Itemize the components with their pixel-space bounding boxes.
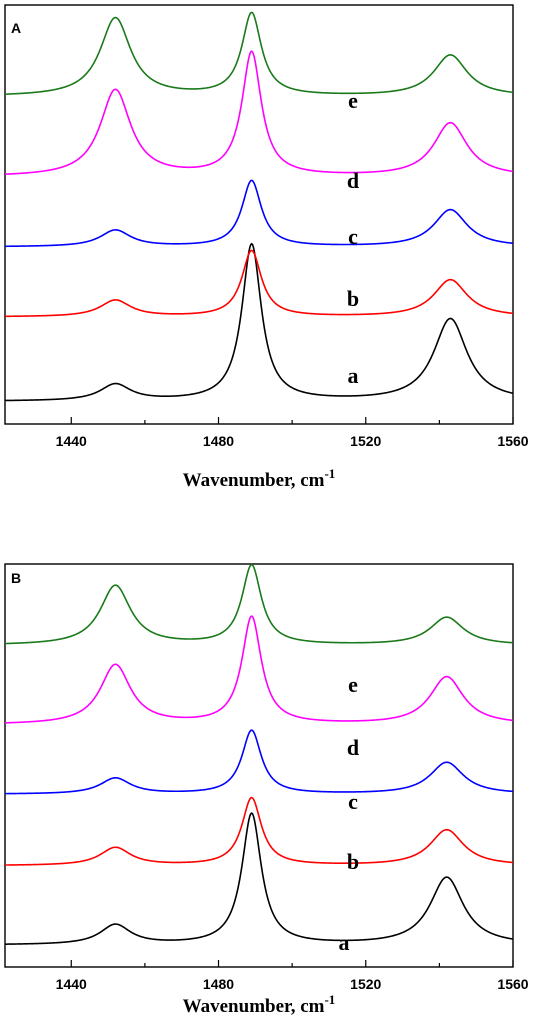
panel-a-x-axis: 1440 1480 1520 1560 bbox=[56, 417, 529, 449]
panel-b-plot-area: a b c d e bbox=[4, 563, 514, 955]
panel-a-series-label-a: a bbox=[348, 363, 359, 388]
panel-b-x-tick-label-1480: 1480 bbox=[203, 976, 234, 992]
panel-b-series-b bbox=[4, 796, 514, 866]
panel-a-series-c bbox=[4, 179, 514, 248]
panel-b-series-label-d: d bbox=[347, 735, 359, 760]
panel-a-series-d bbox=[4, 50, 514, 175]
panel-b-x-tick-label-1520: 1520 bbox=[350, 976, 381, 992]
panel-b-x-tick-label-1560: 1560 bbox=[497, 976, 528, 992]
panel-a-series-b bbox=[4, 249, 514, 318]
panel-a-series-label-e: e bbox=[348, 88, 358, 113]
panel-b-series-label-e: e bbox=[348, 672, 358, 697]
panel-b-series-c bbox=[5, 729, 514, 795]
panel-b-series-label-c: c bbox=[348, 789, 358, 814]
panel-b-x-axis: 1440 1480 1520 1560 bbox=[56, 960, 529, 992]
panel-a-letter: A bbox=[11, 20, 21, 36]
panel-a-x-axis-label: Wavenumber, cm-1 bbox=[183, 466, 336, 491]
panel-b-letter: B bbox=[11, 570, 21, 586]
panel-a-series-label-d: d bbox=[347, 168, 359, 193]
panel-a-series-e bbox=[4, 11, 514, 95]
panel-b-series-label-b: b bbox=[347, 849, 359, 874]
panel-b-series-d bbox=[4, 615, 514, 724]
panel-a-series-label-b: b bbox=[347, 286, 359, 311]
panel-a: A a b c d e 1440 1480 1520 1560 Wavenumber, cm-… bbox=[4, 4, 529, 491]
panel-a-series-label-c: c bbox=[348, 224, 358, 249]
panel-a-x-tick-label-1440: 1440 bbox=[56, 433, 87, 449]
panel-a-x-tick-label-1480: 1480 bbox=[203, 433, 234, 449]
panel-b-frame bbox=[4, 563, 514, 968]
panel-a-plot-area: a b c d e bbox=[4, 11, 514, 402]
panel-b-series-label-a: a bbox=[339, 930, 350, 955]
panel-a-x-tick-label-1560: 1560 bbox=[497, 433, 528, 449]
panel-b-x-axis-label: Wavenumber, cm-1 bbox=[183, 992, 336, 1017]
panel-b-series-e bbox=[4, 563, 514, 645]
panel-a-x-tick-label-1520: 1520 bbox=[350, 433, 381, 449]
panel-b: B a b c d e 1440 1480 1520 1560 Wavenumber, cm-… bbox=[4, 563, 529, 1017]
panel-a-series-a bbox=[4, 242, 514, 402]
panel-a-frame bbox=[4, 4, 514, 425]
panel-b-x-tick-label-1440: 1440 bbox=[56, 976, 87, 992]
panel-b-series-a bbox=[4, 812, 514, 945]
